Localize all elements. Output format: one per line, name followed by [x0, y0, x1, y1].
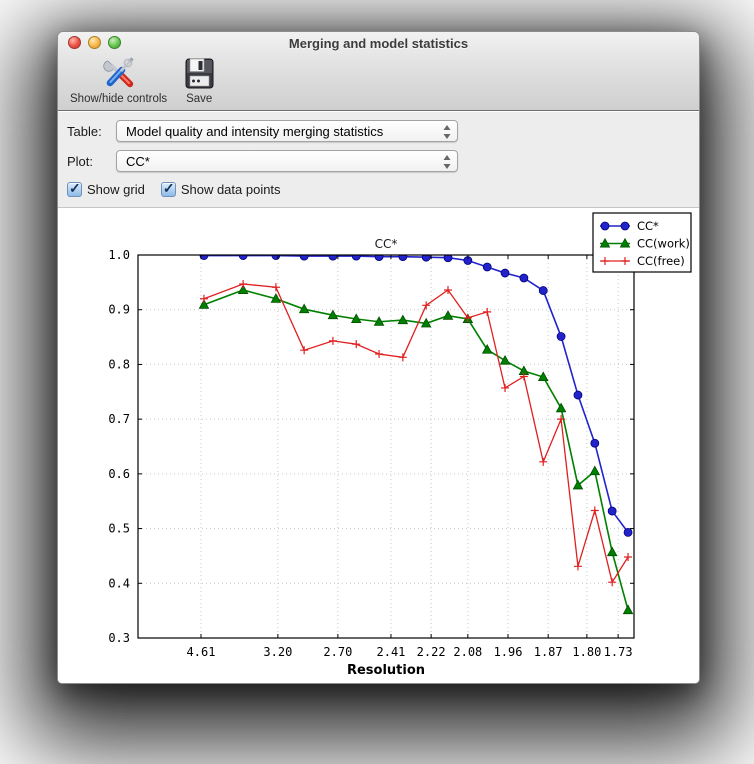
- svg-text:2.22: 2.22: [417, 645, 446, 659]
- plot-select-value: CC*: [126, 153, 150, 169]
- svg-text:0.3: 0.3: [108, 631, 130, 645]
- svg-text:0.9: 0.9: [108, 303, 130, 317]
- show-grid-label: Show grid: [87, 182, 145, 197]
- plot-label: Plot:: [67, 153, 94, 169]
- app-window: Merging and model statistics: [57, 31, 700, 684]
- minimize-button[interactable]: [88, 36, 101, 49]
- svg-text:CC(free): CC(free): [637, 254, 685, 268]
- save-button[interactable]: Save: [181, 57, 217, 105]
- svg-text:1.73: 1.73: [604, 645, 633, 659]
- svg-text:1.87: 1.87: [534, 645, 563, 659]
- svg-text:0.8: 0.8: [108, 357, 130, 371]
- show-grid-checkbox[interactable]: ✓ Show grid: [67, 180, 145, 197]
- figure-area: 1.0 0.9 0.8 0.7 0.6 0.5 0.4 0.3 4.61 3.20 2.70 2.41…: [58, 209, 699, 683]
- show-data-points-label: Show data points: [180, 182, 281, 197]
- save-label: Save: [186, 93, 213, 105]
- svg-text:4.61: 4.61: [187, 645, 216, 659]
- svg-text:2.08: 2.08: [453, 645, 482, 659]
- plot-select[interactable]: CC*: [116, 150, 458, 172]
- save-icon: [185, 58, 214, 89]
- checkbox-checked-icon: ✓: [67, 180, 82, 197]
- svg-text:1.80: 1.80: [572, 645, 601, 659]
- svg-text:0.7: 0.7: [108, 412, 130, 426]
- svg-text:0.4: 0.4: [108, 576, 130, 590]
- stepper-arrows-icon: [443, 155, 451, 169]
- svg-text:0.6: 0.6: [108, 467, 130, 481]
- window-title: Merging and model statistics: [288, 36, 469, 51]
- show-hide-controls-label: Show/hide controls: [70, 93, 168, 105]
- tools-icon: [102, 57, 134, 88]
- chart-canvas: 1.0 0.9 0.8 0.7 0.6 0.5 0.4 0.3 4.61 3.20 2.70 2.41…: [108, 212, 692, 678]
- controls-panel: Table: Model quality and intensity mergi…: [58, 112, 699, 208]
- svg-text:CC*: CC*: [637, 219, 659, 233]
- svg-text:2.70: 2.70: [323, 645, 352, 659]
- table-label: Table:: [67, 123, 102, 139]
- svg-text:0.5: 0.5: [108, 522, 130, 536]
- close-button[interactable]: [68, 36, 81, 49]
- svg-text:3.20: 3.20: [263, 645, 292, 659]
- table-select[interactable]: Model quality and intensity merging stat…: [116, 120, 458, 142]
- svg-text:2.41: 2.41: [377, 645, 406, 659]
- stepper-arrows-icon: [443, 125, 451, 139]
- svg-text:1.0: 1.0: [108, 248, 130, 262]
- window-chrome: Merging and model statistics: [58, 32, 699, 111]
- table-select-value: Model quality and intensity merging stat…: [126, 123, 384, 139]
- titlebar[interactable]: Merging and model statistics: [58, 32, 699, 54]
- svg-text:Resolution: Resolution: [347, 663, 425, 678]
- zoom-button[interactable]: [108, 36, 121, 49]
- show-data-points-checkbox[interactable]: ✓ Show data points: [160, 180, 281, 197]
- svg-text:CC*: CC*: [375, 237, 398, 251]
- checkbox-checked-icon: ✓: [160, 180, 176, 197]
- svg-text:1.96: 1.96: [494, 645, 523, 659]
- show-hide-controls-button[interactable]: Show/hide controls: [70, 57, 167, 105]
- toolbar: Show/hide controls Save: [58, 54, 699, 110]
- svg-text:CC(work): CC(work): [637, 237, 690, 251]
